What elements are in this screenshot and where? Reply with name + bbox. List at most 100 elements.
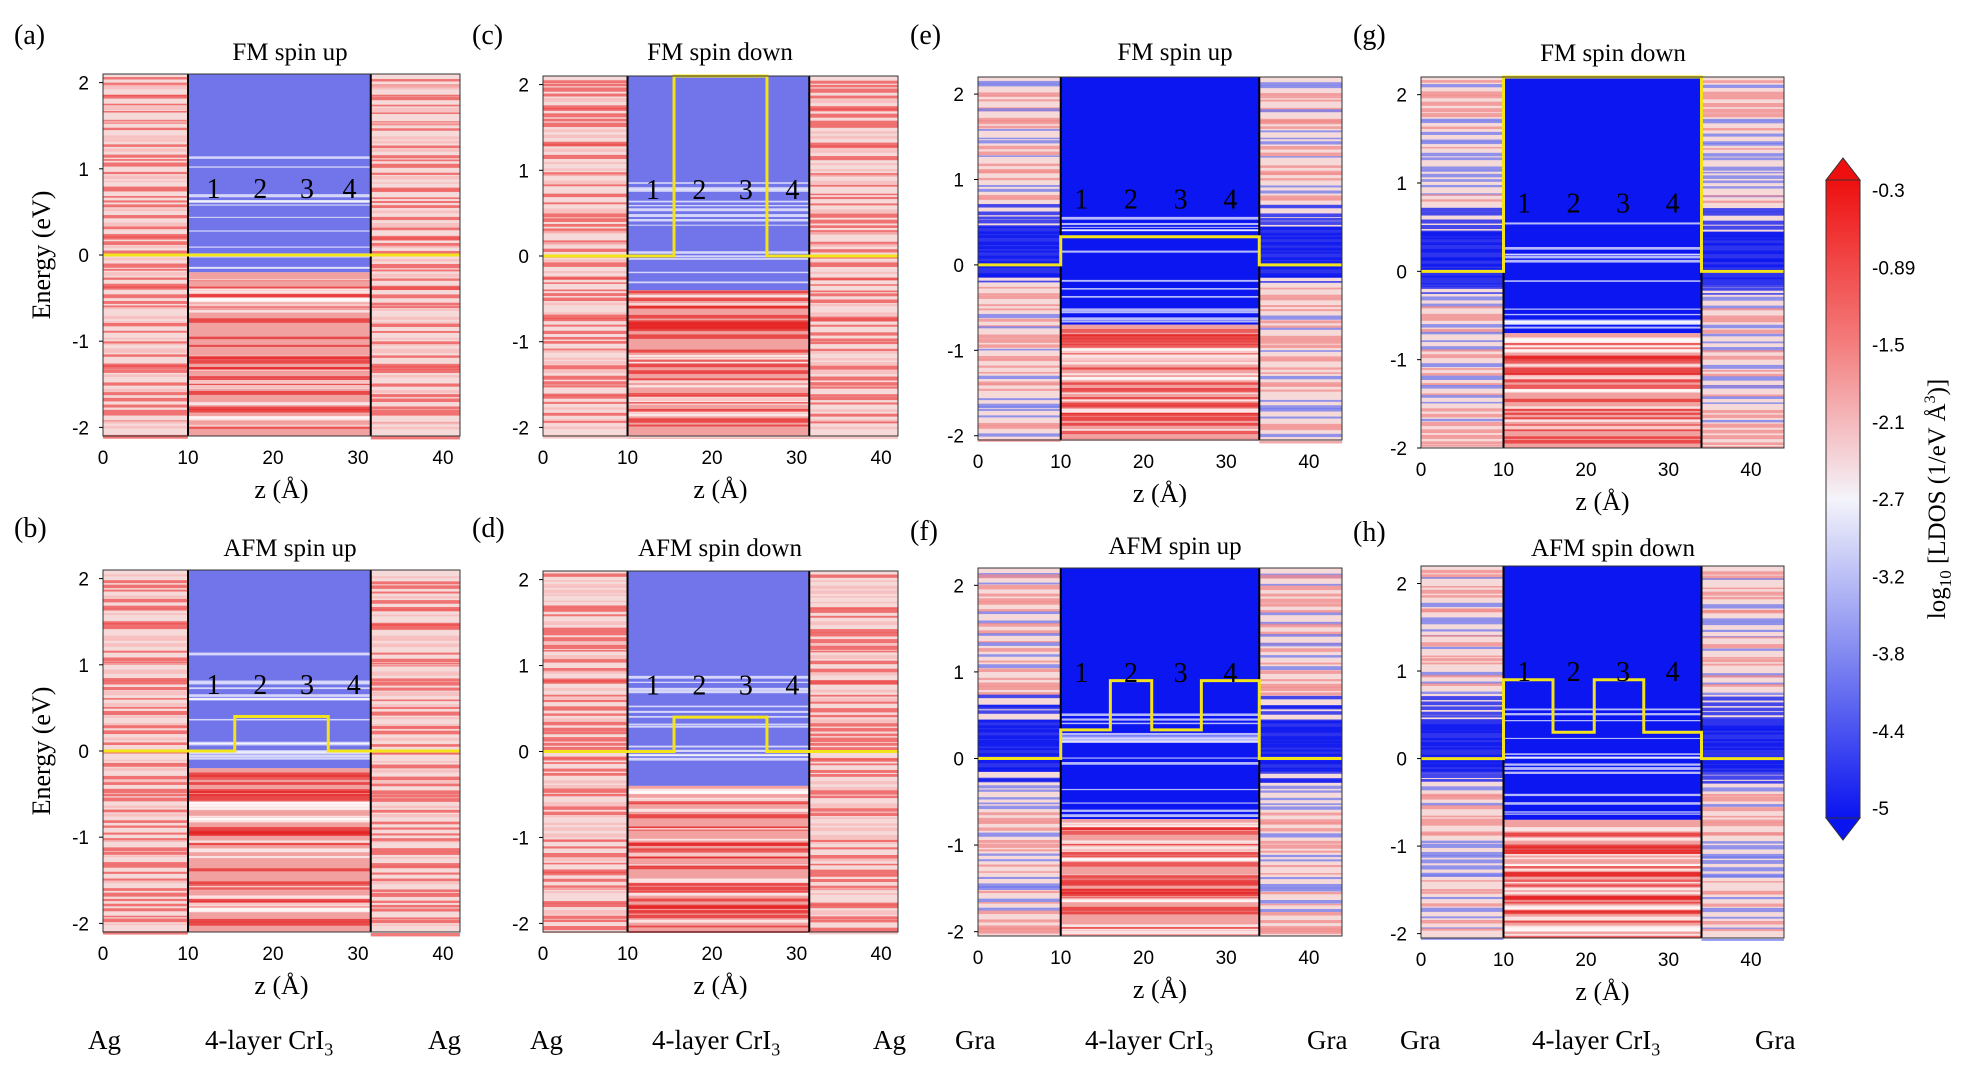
- y-tick-label: -2: [72, 914, 89, 935]
- electrode-left-stripe: [1421, 119, 1504, 124]
- electrode-left-stripe: [103, 880, 188, 884]
- electrode-right-stripe: [1701, 841, 1784, 844]
- cri3-conduction-stripe: [627, 745, 810, 748]
- electrode-left-stripe: [543, 670, 628, 674]
- electrode-left-stripe: [103, 931, 188, 935]
- electrode-left-stripe: [103, 323, 188, 327]
- electrode-left-stripe: [103, 180, 188, 183]
- electrode-left-stripe: [978, 930, 1061, 934]
- electrode-right-stripe: [1701, 394, 1784, 397]
- electrode-right-stripe: [1259, 662, 1342, 665]
- panel-label: (a): [14, 20, 45, 51]
- cri3-valence-stripe: [627, 370, 810, 374]
- electrode-right-stripe: [1701, 171, 1784, 174]
- electrode-left-stripe: [978, 216, 1061, 220]
- cri3-conduction-stripe: [1060, 320, 1260, 323]
- electrode-right-stripe: [1259, 850, 1342, 853]
- cri3-valence-stripe: [627, 402, 810, 404]
- electrode-left-stripe: [543, 580, 628, 582]
- electrode-left-stripe: [978, 355, 1061, 360]
- cri3-valence-stripe: [627, 349, 810, 353]
- y-tick-label: -2: [947, 427, 964, 448]
- cri3-conduction-stripe: [627, 753, 810, 756]
- electrode-right-stripe: [1701, 442, 1784, 445]
- cri3-valence-stripe: [627, 304, 810, 309]
- electrode-right-stripe: [1701, 916, 1784, 919]
- electrode-right-stripe: [809, 213, 898, 218]
- electrode-left-stripe: [543, 909, 628, 915]
- y-tick-label: -2: [512, 418, 529, 439]
- electrode-right-stripe: [1701, 84, 1784, 88]
- electrode-left-stripe: [543, 87, 628, 92]
- electrode-right-stripe: [1259, 797, 1342, 801]
- electrode-right-stripe: [370, 375, 460, 378]
- cri3-valence-stripe: [188, 827, 371, 831]
- electrode-left-stripe: [103, 388, 188, 392]
- electrode-right-stripe: [370, 717, 460, 720]
- electrode-left-stripe: [978, 383, 1061, 386]
- electrode-left-stripe: [543, 737, 628, 742]
- electrode-left-stripe: [1421, 880, 1504, 882]
- electrode-right-stripe: [809, 142, 898, 147]
- electrode-left-stripe: [543, 785, 628, 788]
- electrode-right-stripe: [1259, 382, 1342, 386]
- electrode-left-stripe: [103, 77, 188, 80]
- electrode-right-stripe: [809, 106, 898, 111]
- electrode-right-stripe: [1259, 840, 1342, 844]
- electrode-left-stripe: [543, 224, 628, 227]
- electrode-left-stripe: [103, 110, 188, 113]
- cri3-valence-stripe: [1060, 857, 1260, 862]
- electrode-left-stripe: [103, 315, 188, 320]
- electrode-left-stripe: [543, 293, 628, 297]
- electrode-right-stripe: [809, 203, 898, 206]
- electrode-left-stripe: [978, 593, 1061, 597]
- x-tick-label: 30: [786, 944, 807, 965]
- cri3-valence-stripe: [1503, 384, 1702, 389]
- electrode-right-stripe: [1259, 172, 1342, 175]
- electrode-right-stripe: [1701, 341, 1784, 344]
- electrode-right-stripe: [370, 821, 460, 825]
- electrode-left-stripe: [103, 797, 188, 802]
- electrode-right-stripe: [370, 172, 460, 175]
- electrode-left-stripe: [1421, 131, 1504, 135]
- cri3-valence-stripe: [188, 367, 371, 371]
- electrode-right-stripe: [1259, 141, 1342, 145]
- electrode-left-stripe: [103, 241, 188, 245]
- electrode-right-stripe: [370, 678, 460, 682]
- electrode-right-stripe: [1701, 881, 1784, 883]
- electrode-left-stripe: [1421, 101, 1504, 106]
- cri3-conduction-stripe: [188, 199, 371, 203]
- electrode-right-stripe: [809, 123, 898, 128]
- cri3-valence-stripe: [1503, 920, 1702, 923]
- electrode-left-stripe: [103, 171, 188, 175]
- electrode-right-stripe: [370, 263, 460, 269]
- electrode-left-stripe: [103, 82, 188, 86]
- electrode-left-stripe: [978, 883, 1061, 888]
- electrode-left-stripe: [1421, 316, 1504, 321]
- electrode-left-stripe: [978, 137, 1061, 140]
- electrode-left-stripe: [543, 780, 628, 784]
- y-tick-label: -2: [1390, 439, 1407, 460]
- electrode-right-stripe: [809, 365, 898, 370]
- electrode-left-stripe: [543, 361, 628, 365]
- electrode-right-stripe: [1701, 175, 1784, 179]
- cri3-valence-stripe: [1060, 377, 1260, 381]
- cri3-valence-stripe: [1503, 412, 1702, 415]
- electrode-right-stripe: [809, 574, 898, 578]
- cri3-conduction-stripe: [188, 687, 371, 690]
- cri3-conduction-stripe: [627, 675, 810, 679]
- electrode-left-stripe: [103, 866, 188, 868]
- electrode-right-stripe: [1701, 692, 1784, 696]
- cri3-conduction-stripe: [627, 200, 810, 203]
- cri3-valence-stripe: [188, 895, 371, 900]
- cri3-valence-stripe: [627, 290, 810, 294]
- electrode-right-stripe: [370, 600, 460, 604]
- electrode-right-stripe: [1259, 585, 1342, 591]
- y-tick-label: 1: [953, 663, 964, 684]
- y-tick-label: 0: [78, 246, 89, 267]
- electrode-right-stripe: [1259, 423, 1342, 428]
- colorbar-tick-label: -3.8: [1872, 645, 1905, 666]
- electrode-left-stripe: [543, 154, 628, 160]
- electrode-right-stripe: [809, 763, 898, 766]
